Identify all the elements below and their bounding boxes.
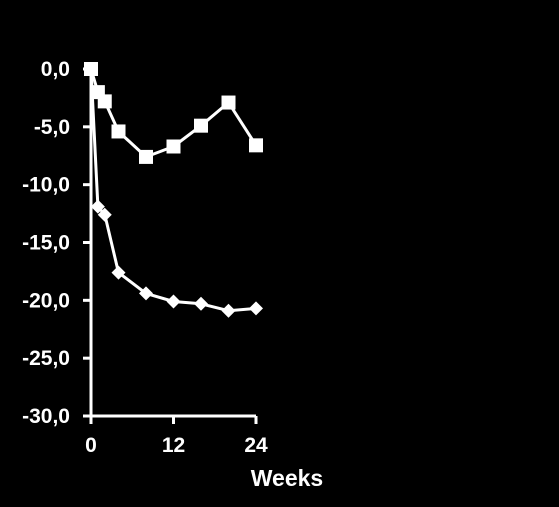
data-point-diamond xyxy=(194,296,208,311)
axes xyxy=(83,67,258,424)
data-point-diamond xyxy=(221,303,236,318)
data-point-square xyxy=(249,138,263,153)
data-point-diamond xyxy=(84,62,98,76)
data-point-square xyxy=(221,95,236,110)
data-point-diamond xyxy=(90,199,105,214)
y-tick-label: -5,0 xyxy=(34,116,70,139)
y-tick-label: -30,0 xyxy=(22,405,70,428)
data-point-diamond xyxy=(166,294,181,309)
series-group xyxy=(84,62,263,318)
data-point-square xyxy=(166,139,181,154)
data-point-square xyxy=(194,118,208,133)
x-tick-label: 12 xyxy=(162,434,185,457)
x-tick-label: 24 xyxy=(244,434,268,457)
data-point-square xyxy=(139,149,153,164)
data-point-diamond xyxy=(139,286,153,301)
tick-labels: 0,0 -5,0 -10,0 -15,0 -20,0 -25,0 -30,0 0 12 24 xyxy=(22,58,268,457)
data-point-diamond xyxy=(249,301,263,316)
x-axis-title: Weeks xyxy=(251,465,323,491)
y-tick-label: -25,0 xyxy=(22,347,70,370)
data-point-diamond xyxy=(97,207,112,222)
y-tick-label: -15,0 xyxy=(22,232,70,255)
data-point-square xyxy=(97,94,112,109)
series-diamond xyxy=(84,62,263,318)
series-square xyxy=(84,62,263,164)
data-point-square xyxy=(111,124,126,139)
data-point-diamond xyxy=(111,265,126,280)
y-tick-label: 0,0 xyxy=(41,58,70,81)
y-tick-label: -10,0 xyxy=(22,174,70,197)
x-tick-label: 0 xyxy=(85,434,97,457)
y-tick-label: -20,0 xyxy=(22,289,70,312)
